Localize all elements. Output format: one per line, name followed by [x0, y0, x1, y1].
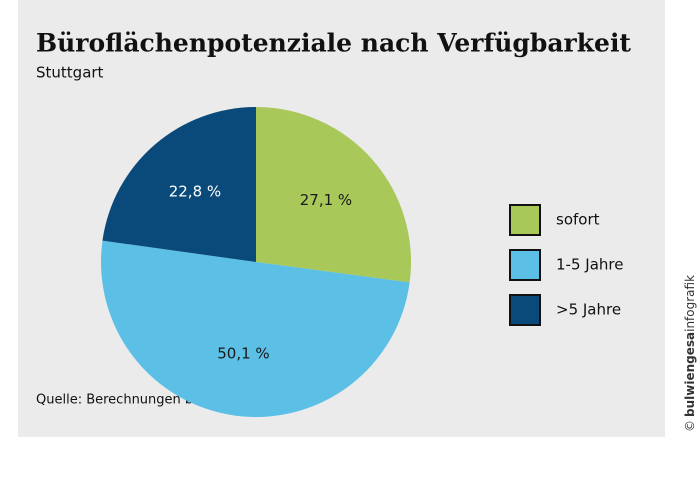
slice-label: 22,8 % — [169, 182, 221, 200]
credit-brand: bulwiengesa — [683, 332, 697, 417]
subtitle: Stuttgart — [36, 64, 104, 82]
legend-label: 1-5 Jahre — [556, 256, 623, 274]
legend-label: >5 Jahre — [556, 301, 621, 319]
pie-slice — [256, 107, 412, 283]
legend-swatch — [509, 294, 541, 326]
chart-title: Büroflächenpotenziale nach Verfügbarkeit — [36, 29, 631, 58]
credit-symbol: © — [683, 420, 697, 432]
legend-swatch — [509, 249, 541, 281]
credit: © bulwiengesainfografik — [683, 275, 697, 432]
slice-label: 50,1 % — [217, 345, 269, 363]
pie-slice — [100, 240, 410, 418]
credit-suffix: infografik — [683, 275, 697, 332]
legend-swatch — [509, 204, 541, 236]
slice-label: 27,1 % — [300, 191, 352, 209]
legend-label: sofort — [556, 211, 600, 229]
pie-slice — [102, 107, 256, 262]
